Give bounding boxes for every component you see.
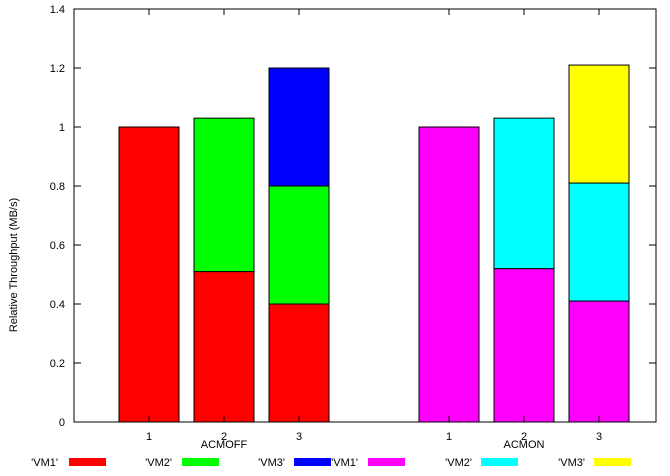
bar-segment bbox=[493, 117, 555, 270]
group-label: ACMON bbox=[504, 439, 545, 451]
y-tick-label: 1.4 bbox=[50, 4, 65, 16]
y-axis-label: Relative Throughput (MB/s) bbox=[8, 198, 20, 332]
x-tick-label: 2 bbox=[221, 431, 227, 443]
legend-swatch bbox=[368, 458, 405, 466]
y-tick-label: 0.8 bbox=[50, 181, 65, 193]
legend-swatch bbox=[182, 458, 219, 466]
y-tick-label: 0.6 bbox=[50, 240, 65, 252]
bar-segment bbox=[193, 117, 255, 273]
legend-swatch bbox=[69, 458, 106, 466]
bar-segment bbox=[568, 182, 630, 302]
bar-segment bbox=[268, 185, 330, 305]
bar-segment bbox=[268, 67, 330, 187]
legend-swatch bbox=[294, 458, 331, 466]
bar-segment bbox=[118, 126, 180, 423]
legend-swatch bbox=[594, 458, 631, 466]
y-tick-label: 0.4 bbox=[50, 299, 65, 311]
x-tick-label: 2 bbox=[521, 431, 527, 443]
bar-segment bbox=[568, 300, 630, 423]
legend-label: 'VM1' bbox=[31, 457, 58, 469]
legend-label: 'VM1' bbox=[331, 457, 358, 469]
bars-layer bbox=[118, 64, 630, 423]
axes-layer: 0 0.2 0.4 0.6 0.8 1 1.2 1.4 1 2 3 ACMOFF 1 2 3 ACMON bbox=[50, 4, 656, 451]
x-tick-label: 1 bbox=[146, 431, 152, 443]
bar-segment bbox=[493, 268, 555, 423]
x-tick-label: 3 bbox=[596, 431, 602, 443]
legend-label: 'VM2' bbox=[145, 457, 172, 469]
y-tick-label: 1.2 bbox=[50, 63, 65, 75]
plot-frame bbox=[73, 8, 657, 423]
y-tick-label: 1 bbox=[59, 122, 65, 134]
bar-segment bbox=[193, 271, 255, 423]
legend-label: 'VM3' bbox=[558, 457, 585, 469]
x-tick-label: 1 bbox=[446, 431, 452, 443]
group-label: ACMOFF bbox=[201, 439, 248, 451]
legend: 'VM1' 'VM2' 'VM3' 'VM1' 'VM2' 'VM3' bbox=[31, 457, 631, 469]
legend-swatch bbox=[481, 458, 518, 466]
bar-segment bbox=[568, 64, 630, 184]
y-tick-label: 0.2 bbox=[50, 358, 65, 370]
bar-segment bbox=[268, 303, 330, 423]
x-tick-label: 3 bbox=[296, 431, 302, 443]
y-tick-label: 0 bbox=[59, 417, 65, 429]
bar-segment bbox=[418, 126, 480, 423]
legend-label: 'VM2' bbox=[445, 457, 472, 469]
legend-label: 'VM3' bbox=[258, 457, 285, 469]
